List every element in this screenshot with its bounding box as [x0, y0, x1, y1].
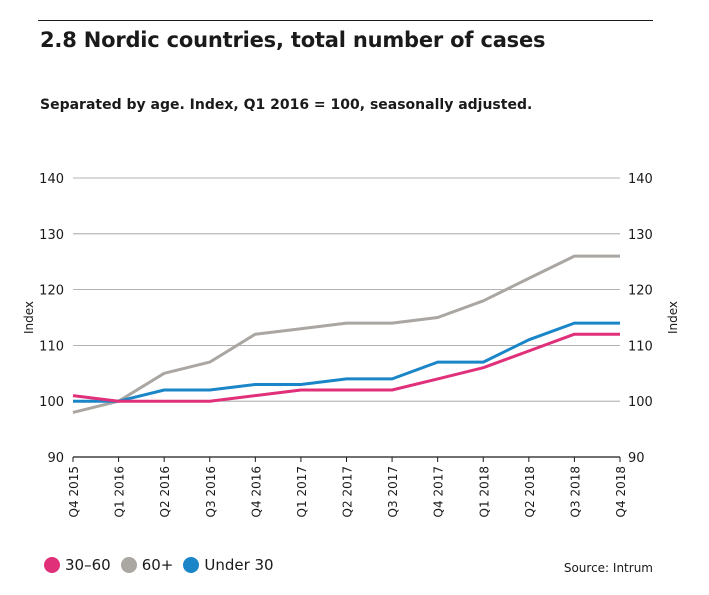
x-tick-label: Q1 2017 — [295, 466, 309, 517]
legend-label: Under 30 — [204, 556, 274, 574]
top-rule — [38, 20, 653, 21]
x-tick-label: Q3 2016 — [204, 466, 218, 517]
x-tick-label: Q2 2017 — [341, 466, 355, 517]
legend-swatch-icon — [120, 557, 137, 573]
series-line — [73, 321, 620, 403]
y-tick-label-left: 130 — [39, 228, 64, 243]
y-tick-label-right: 140 — [628, 172, 653, 187]
x-tick-label: Q2 2016 — [158, 466, 172, 517]
y-tick-label-left: 90 — [47, 451, 64, 466]
y-axis-title-right: Index — [666, 301, 680, 334]
y-tick-label-right: 90 — [628, 451, 645, 466]
legend-swatch-icon — [44, 557, 60, 573]
legend-label: 60+ — [141, 556, 174, 574]
y-tick-label-right: 110 — [628, 339, 653, 354]
series-line — [72, 254, 620, 414]
y-tick-label-right: 100 — [628, 395, 653, 410]
y-axis-title-left: Index — [22, 301, 36, 334]
y-tick-label-right: 130 — [628, 228, 653, 243]
chart-subtitle: Separated by age. Index, Q1 2016 = 100, … — [40, 97, 533, 113]
legend-item: 60+ — [120, 556, 174, 574]
x-tick-label: Q4 2016 — [249, 466, 263, 517]
x-tick-label: Q4 2015 — [67, 466, 81, 517]
legend-swatch-icon — [183, 557, 200, 573]
y-tick-label-left: 120 — [39, 284, 64, 299]
source-note: Source: Intrum — [563, 561, 653, 575]
y-tick-label-right: 120 — [628, 284, 653, 299]
series-line — [72, 332, 620, 403]
legend-item: Under 30 — [183, 556, 274, 574]
x-tick-label: Q1 2018 — [477, 466, 491, 517]
y-tick-label-left: 110 — [39, 339, 64, 354]
y-tick-label-left: 100 — [39, 395, 64, 410]
axis-labels: 90 90 100 100 110 110 120 120 130 130 140 140 Index I… — [22, 172, 680, 517]
x-tick-label: Q4 2018 — [614, 466, 628, 517]
x-tick-label: Q4 2017 — [432, 466, 446, 517]
y-tick-label-left: 140 — [39, 172, 64, 187]
page-title: 2.8 Nordic countries, total number of ca… — [40, 28, 546, 52]
x-tick-label: Q1 2016 — [113, 466, 127, 517]
grid-lines — [72, 177, 621, 462]
x-tick-label: Q3 2017 — [386, 466, 400, 517]
legend: 30–60 60+ Under 30 — [44, 556, 284, 574]
x-tick-label: Q2 2018 — [523, 466, 537, 517]
legend-label: 30–60 — [65, 556, 111, 574]
legend-item: 30–60 — [44, 556, 111, 574]
x-tick-label: Q3 2018 — [568, 466, 582, 517]
series-lines — [72, 254, 620, 414]
